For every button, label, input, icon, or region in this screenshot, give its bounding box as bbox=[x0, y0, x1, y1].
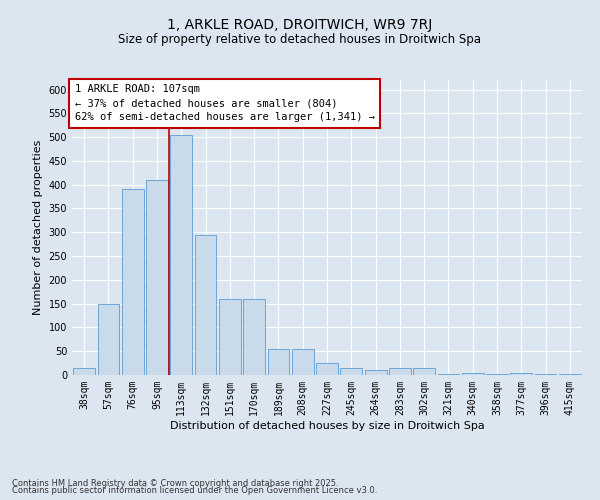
Bar bbox=[365, 370, 386, 375]
Bar bbox=[437, 374, 460, 375]
Y-axis label: Number of detached properties: Number of detached properties bbox=[33, 140, 43, 315]
Bar bbox=[340, 368, 362, 375]
Text: Contains HM Land Registry data © Crown copyright and database right 2025.: Contains HM Land Registry data © Crown c… bbox=[12, 478, 338, 488]
Bar bbox=[170, 134, 192, 375]
Bar bbox=[194, 234, 217, 375]
Bar bbox=[292, 349, 314, 375]
Bar bbox=[122, 190, 143, 375]
Text: 1 ARKLE ROAD: 107sqm
← 37% of detached houses are smaller (804)
62% of semi-deta: 1 ARKLE ROAD: 107sqm ← 37% of detached h… bbox=[74, 84, 374, 122]
Bar bbox=[73, 368, 95, 375]
Bar bbox=[316, 363, 338, 375]
Bar bbox=[146, 180, 168, 375]
Text: Contains public sector information licensed under the Open Government Licence v3: Contains public sector information licen… bbox=[12, 486, 377, 495]
Bar bbox=[243, 299, 265, 375]
Bar bbox=[486, 374, 508, 375]
Text: 1, ARKLE ROAD, DROITWICH, WR9 7RJ: 1, ARKLE ROAD, DROITWICH, WR9 7RJ bbox=[167, 18, 433, 32]
Text: Size of property relative to detached houses in Droitwich Spa: Size of property relative to detached ho… bbox=[119, 32, 482, 46]
Bar bbox=[389, 368, 411, 375]
Bar bbox=[462, 372, 484, 375]
Bar bbox=[559, 374, 581, 375]
X-axis label: Distribution of detached houses by size in Droitwich Spa: Distribution of detached houses by size … bbox=[170, 420, 484, 430]
Bar bbox=[268, 349, 289, 375]
Bar bbox=[535, 374, 556, 375]
Bar bbox=[511, 372, 532, 375]
Bar bbox=[97, 304, 119, 375]
Bar bbox=[219, 299, 241, 375]
Bar bbox=[413, 368, 435, 375]
